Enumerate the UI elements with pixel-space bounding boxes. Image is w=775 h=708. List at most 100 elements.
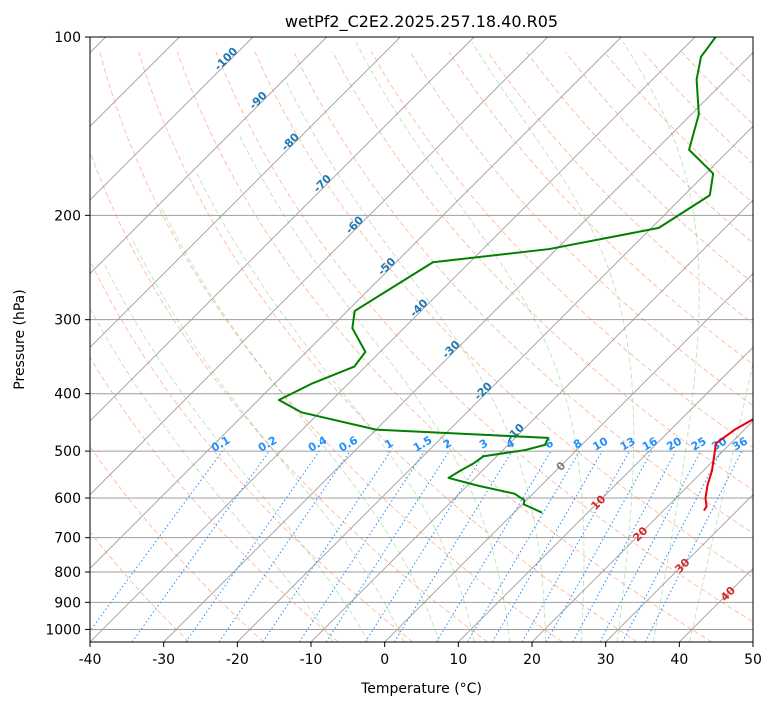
moist-adiabat	[355, 41, 585, 642]
isotherm-line	[90, 37, 696, 642]
dry-adiabat	[99, 51, 563, 642]
y-tick-label: 700	[54, 531, 81, 547]
isotherm-label: -30	[439, 338, 462, 361]
mixing-ratio-line	[364, 450, 486, 642]
isotherm-label: -60	[343, 213, 366, 236]
x-tick-label: -20	[226, 652, 249, 668]
isotherm-line	[90, 37, 622, 569]
dry-adiabat	[409, 51, 753, 407]
isotherm-line	[163, 52, 753, 642]
isotherm-label: -20	[472, 379, 495, 402]
moist-adiabat	[689, 360, 753, 642]
x-tick-label: 10	[449, 652, 467, 668]
dry-adiabat-label: 0	[554, 459, 569, 474]
dry-adiabat-label: 10	[588, 492, 608, 512]
dry-adiabat	[90, 531, 190, 642]
x-tick-label: 40	[670, 652, 688, 668]
series-layer	[277, 37, 753, 514]
isotherm-line	[90, 37, 327, 275]
dry-adiabat	[526, 51, 753, 284]
mixing-ratio-line	[218, 450, 351, 642]
mixing-ratio-line	[185, 450, 320, 642]
mixing-ratio-label: 2	[441, 437, 454, 452]
isotherm-line	[679, 567, 753, 642]
dry-adiabat	[90, 259, 414, 642]
x-tick-label: -10	[300, 652, 323, 668]
y-axis-label: Pressure (hPa)	[12, 289, 28, 389]
mixing-ratio-line	[621, 450, 722, 642]
dry-adiabat-label: 20	[630, 524, 650, 544]
dry-adiabat	[176, 51, 712, 642]
x-axis-label: Temperature (°C)	[360, 681, 482, 697]
y-tick-label: 200	[54, 208, 81, 224]
dry-adiabat	[332, 51, 753, 491]
mixing-ratio-label: 3	[477, 437, 490, 452]
y-tick-label: 900	[54, 595, 81, 611]
mixing-ratio-line	[521, 450, 630, 642]
y-tick-label: 300	[54, 313, 81, 329]
dry-adiabat	[720, 51, 753, 86]
dry-adiabat	[90, 356, 339, 642]
mixing-ratio-line	[262, 450, 392, 642]
mixing-ratio-line	[545, 450, 653, 642]
moist-adiabat	[104, 264, 369, 642]
axes-layer: -40 -30 -20 -10 0 10 20 30 40 5010020030040050060…	[45, 30, 762, 668]
dry-adiabat	[254, 51, 753, 578]
isotherm-line	[384, 273, 753, 642]
dry-adiabat	[371, 51, 753, 449]
mixing-ratio-line	[467, 450, 580, 642]
isotherm-line	[605, 494, 753, 642]
dewpoint-profile	[277, 37, 717, 514]
isotherm-label: -100	[212, 44, 241, 73]
mixing-ratio-line	[491, 450, 603, 642]
mixing-ratio-line	[298, 450, 425, 642]
dry-adiabat	[642, 51, 753, 165]
moist-adiabat	[238, 134, 511, 642]
x-tick-label: 0	[380, 652, 389, 668]
y-tick-label: 500	[54, 444, 81, 460]
mixing-ratio-line	[435, 450, 552, 642]
x-tick-label: 30	[597, 652, 615, 668]
y-tick-label: 800	[54, 565, 81, 581]
mixing-ratio-line	[131, 450, 270, 642]
isotherm-line	[237, 125, 753, 642]
isotherm-line	[90, 37, 548, 496]
dry-adiabat	[90, 150, 488, 642]
dry-adiabat	[565, 51, 753, 244]
isotherm-line	[310, 199, 753, 642]
isotherm-label: -80	[279, 130, 302, 153]
grid-layer	[90, 37, 775, 642]
y-tick-label: 1000	[45, 622, 81, 638]
chart-title: wetPf2_C2E2.2025.257.18.40.R05	[285, 12, 558, 32]
dry-adiabat	[293, 51, 753, 534]
mixing-ratio-line	[325, 450, 450, 642]
moist-adiabat	[471, 41, 635, 642]
y-tick-label: 100	[54, 30, 81, 46]
isotherm-line	[752, 641, 753, 642]
dry-adiabat	[759, 52, 775, 642]
dry-adiabat-label: 40	[718, 584, 738, 604]
x-tick-label: -30	[152, 652, 175, 668]
mixing-ratio-line	[393, 450, 513, 642]
mixing-ratio-line	[572, 450, 677, 642]
mixing-ratio-line	[644, 450, 743, 642]
moist-adiabat	[90, 307, 334, 642]
isotherm-line	[90, 37, 254, 201]
y-tick-label: 600	[54, 491, 81, 507]
x-tick-label: 20	[523, 652, 541, 668]
isotherm-line	[458, 346, 753, 642]
dry-adiabat	[487, 51, 753, 325]
mixing-ratio-line	[599, 450, 701, 642]
temperature-profile	[703, 418, 753, 512]
moist-adiabat	[284, 79, 546, 642]
x-tick-label: 50	[744, 652, 762, 668]
x-tick-label: -40	[79, 652, 102, 668]
dry-adiabat	[138, 51, 638, 642]
isotherm-label: -90	[247, 89, 270, 112]
mixing-ratio-label: 1	[382, 437, 395, 452]
moist-adiabat	[130, 237, 405, 642]
plot-frame	[89, 36, 754, 643]
dry-adiabat	[603, 51, 753, 204]
dry-adiabat-label: 30	[672, 556, 692, 576]
